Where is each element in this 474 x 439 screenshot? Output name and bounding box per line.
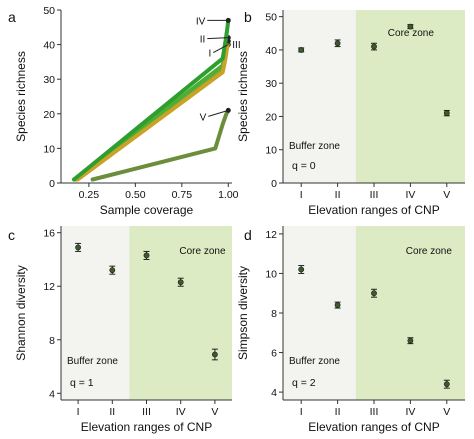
x-tick-label: IV — [405, 189, 415, 201]
core-zone-label: Core zone — [406, 246, 453, 257]
y-tick-label: 50 — [265, 12, 277, 24]
y-axis-title: Species richness — [14, 51, 28, 142]
data-point-I — [298, 266, 305, 273]
y-tick-label: 40 — [43, 40, 55, 52]
data-point-I — [298, 47, 305, 53]
y-tick-label: 6 — [271, 348, 277, 360]
buffer-zone-label: Buffer zone — [289, 141, 340, 152]
data-point-IV — [177, 279, 184, 286]
y-tick-label: 30 — [43, 74, 55, 86]
data-point-II — [334, 302, 341, 308]
y-tick-label: 0 — [49, 178, 55, 190]
data-point-II — [109, 267, 116, 274]
curve-label-leader-III — [227, 40, 230, 45]
curve-label-IV: IV — [196, 16, 206, 27]
x-tick-label: IV — [176, 406, 186, 418]
x-tick-label: III — [370, 189, 379, 201]
y-tick-label: 10 — [265, 145, 277, 157]
data-point-III — [371, 290, 377, 297]
rarefaction-curve-V — [90, 108, 231, 182]
x-axis-title: Sample coverage — [100, 203, 194, 217]
y-tick-label: 4 — [271, 387, 277, 399]
curve-label-leader-V — [208, 109, 229, 117]
data-point-I — [75, 244, 81, 251]
buffer-zone-label: Buffer zone — [67, 356, 118, 367]
q-order-label: q = 0 — [292, 160, 316, 172]
curve-label-III: III — [232, 40, 240, 51]
y-tick-label: 16 — [43, 228, 55, 240]
x-tick-label: II — [335, 189, 341, 201]
data-point-IV — [407, 23, 414, 30]
data-point-III — [143, 252, 150, 259]
q-order-label: q = 2 — [292, 377, 316, 389]
x-tick-label: V — [211, 406, 218, 418]
y-tick-label: 10 — [43, 143, 55, 155]
x-tick-label: IV — [405, 406, 415, 418]
core-zone-label: Core zone — [179, 246, 226, 257]
x-tick-label: II — [109, 406, 115, 418]
y-axis-title: Simpson diversity — [236, 266, 250, 360]
x-tick-label: V — [443, 189, 450, 201]
y-axis-title: Shannon diversity — [14, 265, 28, 360]
data-point-IV — [407, 337, 414, 344]
y-tick-label: 4 — [49, 388, 55, 400]
x-tick-label: I — [300, 189, 303, 201]
core-zone-label: Core zone — [388, 28, 435, 39]
curve-label-V: V — [200, 112, 207, 123]
y-axis-title: Species richness — [236, 51, 250, 142]
x-tick-label: 1.00 — [218, 189, 239, 201]
y-tick-label: 20 — [265, 111, 277, 123]
x-tick-label: V — [443, 406, 450, 418]
buffer-zone-band — [61, 226, 130, 400]
y-tick-label: 10 — [265, 268, 277, 280]
x-tick-label: I — [300, 406, 303, 418]
panel-letter-d: d — [244, 227, 252, 243]
y-tick-label: 50 — [43, 5, 55, 17]
panel-letter-c: c — [8, 227, 15, 243]
buffer-zone-band — [283, 10, 356, 183]
x-tick-label: I — [77, 406, 80, 418]
x-tick-label: III — [370, 406, 379, 418]
buffer-zone-band — [283, 226, 356, 400]
q-order-label: q = 1 — [70, 377, 94, 389]
curve-label-I: I — [209, 49, 212, 60]
x-axis-title: Elevation ranges of CNP — [308, 420, 439, 434]
panel-letter-b: b — [244, 9, 252, 25]
y-tick-label: 0 — [271, 178, 277, 190]
x-axis-title: Elevation ranges of CNP — [308, 203, 439, 217]
y-tick-label: 8 — [49, 335, 55, 347]
core-zone-band — [355, 10, 465, 183]
buffer-zone-label: Buffer zone — [289, 356, 340, 367]
y-tick-label: 30 — [265, 78, 277, 90]
x-axis-title: Elevation ranges of CNP — [81, 420, 212, 434]
rarefaction-curve-IV — [72, 18, 231, 182]
y-tick-label: 12 — [43, 281, 55, 293]
x-tick-label: II — [335, 406, 341, 418]
y-tick-label: 8 — [271, 308, 277, 320]
data-point-V — [443, 381, 450, 388]
core-zone-band — [355, 226, 465, 400]
x-tick-label: 0.75 — [172, 189, 193, 201]
data-point-V — [443, 110, 450, 117]
curve-label-leader-II — [207, 37, 229, 40]
y-tick-label: 40 — [265, 45, 277, 57]
rarefaction-curve-III — [75, 39, 231, 182]
curve-label-II: II — [200, 35, 206, 46]
data-point-II — [334, 40, 341, 47]
x-tick-label: III — [142, 406, 151, 418]
panel-letter-a: a — [8, 9, 16, 25]
curve-label-leader-I — [213, 44, 229, 54]
x-tick-label: 0.50 — [125, 189, 146, 201]
x-tick-label: 0.25 — [79, 189, 100, 201]
data-point-III — [371, 43, 377, 50]
y-tick-label: 12 — [265, 229, 277, 241]
y-tick-label: 20 — [43, 109, 55, 121]
data-point-V — [211, 351, 218, 358]
